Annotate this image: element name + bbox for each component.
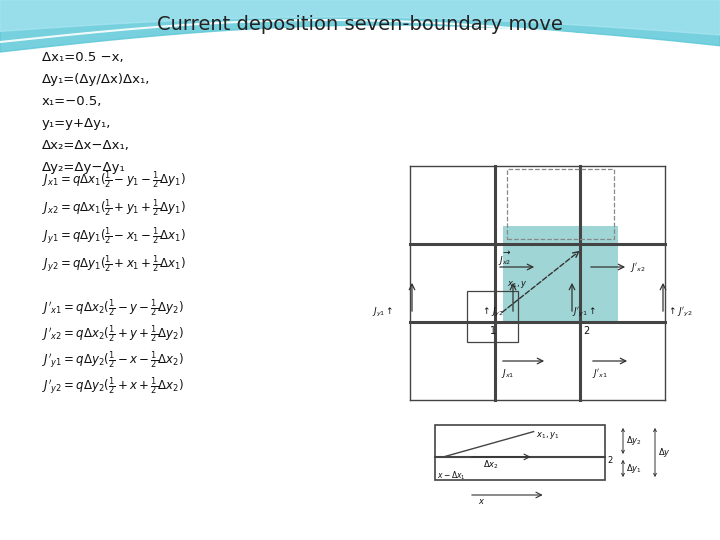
Text: $J'_{y2} = q\Delta y_2(\frac{1}{2} + x + \frac{1}{2}\Delta x_2)$: $J'_{y2} = q\Delta y_2(\frac{1}{2} + x +…: [42, 375, 184, 397]
Text: $J_{x2} = q\Delta x_1(\frac{1}{2} + y_1 + \frac{1}{2}\Delta y_1)$: $J_{x2} = q\Delta x_1(\frac{1}{2} + y_1 …: [42, 197, 186, 219]
Text: x₁=−0.5,: x₁=−0.5,: [42, 94, 102, 107]
Text: $x_1,y$: $x_1,y$: [507, 279, 528, 289]
Bar: [503, 226, 618, 322]
Text: $\Delta y_2$: $\Delta y_2$: [626, 435, 642, 448]
Text: Δy₂=Δy−Δy₁: Δy₂=Δy−Δy₁: [42, 160, 126, 173]
Text: 2: 2: [583, 326, 589, 336]
Text: $J_{x1}$: $J_{x1}$: [501, 367, 514, 380]
Text: $\uparrow J'_{y2}$: $\uparrow J'_{y2}$: [667, 306, 693, 319]
Text: $J_{y1}\uparrow$: $J_{y1}\uparrow$: [372, 306, 394, 319]
Text: Δx₂=Δx−Δx₁,: Δx₂=Δx−Δx₁,: [42, 138, 130, 152]
Text: $\uparrow J_{y2}$: $\uparrow J_{y2}$: [481, 306, 504, 319]
Text: $J'_{x2} = q\Delta x_2(\frac{1}{2} + y + \frac{1}{2}\Delta y_2)$: $J'_{x2} = q\Delta x_2(\frac{1}{2} + y +…: [42, 323, 184, 345]
Text: $J'_{x2}$: $J'_{x2}$: [630, 260, 646, 273]
Text: $J'_{y1} = q\Delta y_2(\frac{1}{2} - x - \frac{1}{2}\Delta x_2)$: $J'_{y1} = q\Delta y_2(\frac{1}{2} - x -…: [42, 349, 184, 371]
Text: $\Delta x_2$: $\Delta x_2$: [482, 458, 498, 471]
Text: $J'_{x1} = q\Delta x_2(\frac{1}{2} - y - \frac{1}{2}\Delta y_2)$: $J'_{x1} = q\Delta x_2(\frac{1}{2} - y -…: [42, 297, 184, 319]
Text: $\Delta y$: $\Delta y$: [658, 446, 671, 459]
Bar: [435, 425, 605, 480]
Text: $\Delta y_1$: $\Delta y_1$: [626, 462, 642, 475]
Bar: [467, 291, 518, 342]
Text: $J_{y2} = q\Delta y_1(\frac{1}{2} + x_1 + \frac{1}{2}\Delta x_1)$: $J_{y2} = q\Delta y_1(\frac{1}{2} + x_1 …: [42, 253, 186, 275]
Text: Δx₁=0.5 −x,: Δx₁=0.5 −x,: [42, 51, 124, 64]
Text: $J'_{y1}\uparrow$: $J'_{y1}\uparrow$: [572, 306, 596, 319]
Text: $x$: $x$: [477, 497, 485, 507]
Bar: [507, 169, 614, 239]
Text: 1: 1: [490, 326, 496, 336]
Text: 2: 2: [607, 456, 612, 465]
Text: $J_{y1} = q\Delta y_1(\frac{1}{2} - x_1 - \frac{1}{2}\Delta x_1)$: $J_{y1} = q\Delta y_1(\frac{1}{2} - x_1 …: [42, 225, 186, 247]
Text: $x_1, y_1$: $x_1, y_1$: [536, 430, 559, 441]
Text: y₁=y+Δy₁,: y₁=y+Δy₁,: [42, 117, 112, 130]
Text: Δy₁=(Δy/Δx)Δx₁,: Δy₁=(Δy/Δx)Δx₁,: [42, 72, 150, 85]
Text: $J'_{x1}$: $J'_{x1}$: [592, 367, 608, 380]
Text: $J_{x1} = q\Delta x_1(\frac{1}{2} - y_1 - \frac{1}{2}\Delta y_1)$: $J_{x1} = q\Delta x_1(\frac{1}{2} - y_1 …: [42, 169, 186, 191]
Text: Current deposition seven-boundary move: Current deposition seven-boundary move: [157, 16, 563, 35]
Text: $\overrightarrow{J_{x2}}$: $\overrightarrow{J_{x2}}$: [498, 250, 512, 268]
Text: $x-\Delta x_1$: $x-\Delta x_1$: [437, 470, 466, 482]
